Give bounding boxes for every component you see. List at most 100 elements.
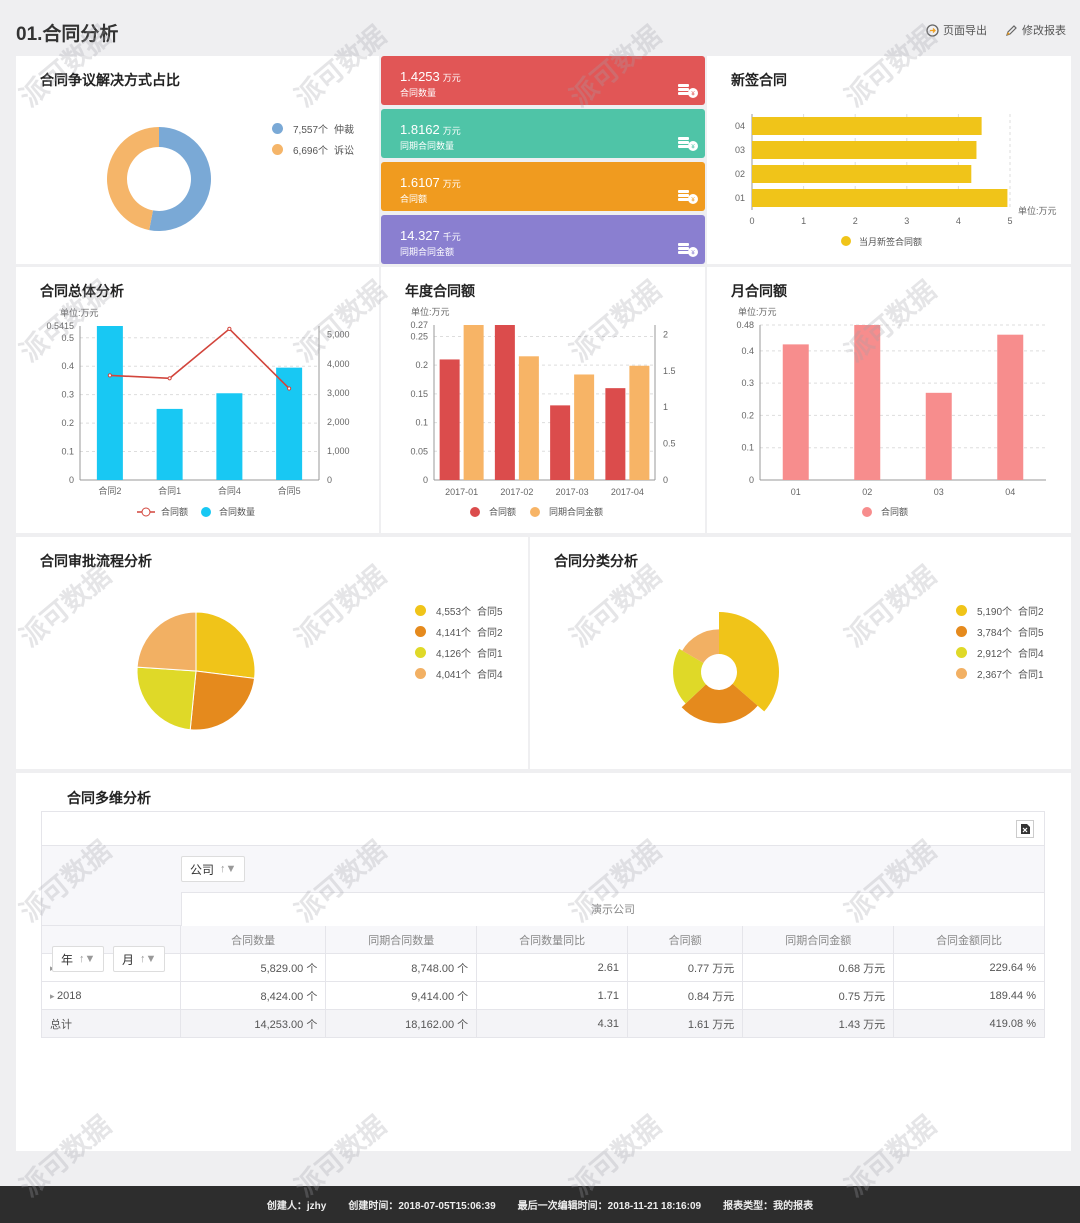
company-filter[interactable]: 公司 ↑▼ <box>181 856 246 882</box>
kpi-value: 1.8162 万元 <box>400 122 461 137</box>
legend-item[interactable]: 3,784个 合同5 <box>956 621 1044 642</box>
bar <box>752 117 982 135</box>
bar <box>574 374 595 480</box>
kpi-unit: 万元 <box>442 126 461 136</box>
company-header: 演示公司 <box>181 892 1044 926</box>
kpi-card: 1.6107 万元 合同额 ¥ <box>381 162 705 211</box>
legend-value: 2,912个 <box>977 649 1013 660</box>
legend-value: 4,553个 <box>436 607 472 618</box>
pivot-toolbar <box>41 811 1045 845</box>
column-header[interactable]: 合同额 <box>626 925 744 954</box>
export-excel-button[interactable] <box>1016 820 1034 838</box>
column-header[interactable]: 同期合同数量 <box>325 925 478 954</box>
yearly-bar-chart: 0 0.05 0.1 0.15 0.2 0.250.27 0 0.5 1 1.5 2 单位:万元 201… <box>410 306 676 517</box>
legend-item[interactable]: 2,367个 合同1 <box>956 663 1044 684</box>
y2-tick-label: 3,000 <box>327 388 350 398</box>
row-header[interactable]: ▸ 2018 <box>41 981 181 1010</box>
pie-slice <box>136 611 197 672</box>
table-cell: 0.68 万元 <box>742 953 895 982</box>
kpi-value: 14.327 千元 <box>400 228 461 243</box>
month-filter[interactable]: 月 ↑▼ <box>113 946 166 972</box>
legend-item[interactable]: 4,126个 合同1 <box>415 642 503 663</box>
y2-tick-label: 2,000 <box>327 417 350 427</box>
kpi-unit: 万元 <box>442 179 461 189</box>
x-tick-label: 5 <box>1007 216 1012 226</box>
kpi-unit: 万元 <box>442 73 461 83</box>
legend-label: 仲裁 <box>334 125 355 136</box>
legend-value: 4,141个 <box>436 628 472 639</box>
legend-swatch <box>862 507 872 517</box>
coin-stack-icon: ¥ <box>678 190 698 204</box>
y-tick-label: 0.1 <box>415 418 428 428</box>
legend-label: 合同2 <box>1018 607 1044 618</box>
table-cell: 1.71 <box>476 981 628 1010</box>
column-header[interactable]: 合同金额同比 <box>893 925 1045 954</box>
pie-slice <box>195 611 256 679</box>
month-filter-label: 月 <box>122 952 135 967</box>
legend-label: 合同4 <box>477 670 503 681</box>
bar <box>605 388 626 480</box>
new-contract-card: 新签合同 0 1 2 3 4 5 01 02 03 04 单位:万元 当月新签合同额 <box>707 56 1071 264</box>
coin-stack-icon: ¥ <box>678 243 698 257</box>
footer-type: 报表类型：我的报表 <box>723 1201 814 1212</box>
expand-caret-icon[interactable]: ▸ <box>50 990 58 1001</box>
pie-slice <box>136 666 197 731</box>
legend-item[interactable]: 7,557个 仲裁 <box>272 118 354 139</box>
legend-swatch <box>272 144 283 155</box>
y-top-label: 0.27 <box>410 320 428 330</box>
category-title: 合同分类分析 <box>554 553 638 569</box>
y-tick-label: 0.2 <box>415 360 428 370</box>
pivot-table-container: 公司 ↑▼ 演示公司 年 ↑▼ 月 ↑▼ 合同数量 同期合同数量 合同数量同比 合同额… <box>41 811 1045 1038</box>
legend-item[interactable]: 6,696个 诉讼 <box>272 139 354 160</box>
y-tick-label: 0.15 <box>410 389 428 399</box>
monthly-bar-chart: 0 0.1 0.2 0.3 0.4 0.48 单位:万元 01 02 03 04 合同额 <box>736 306 1046 517</box>
legend-line-marker <box>141 507 151 517</box>
legend-item[interactable]: 5,190个 合同2 <box>956 600 1044 621</box>
y-tick-label: 0.25 <box>410 331 428 341</box>
bar <box>752 189 1008 207</box>
table-cell: 8,748.00 个 <box>325 953 478 982</box>
export-page-button[interactable]: 页面导出 <box>926 22 987 38</box>
column-header[interactable]: 合同数量 <box>179 925 327 954</box>
legend-label: 合同5 <box>1018 628 1044 639</box>
y-top-label: 0.48 <box>736 320 754 330</box>
y-tick-label: 0.05 <box>410 446 428 456</box>
y-top-label: 0.5415 <box>46 321 74 331</box>
sort-filter-icon: ↑▼ <box>79 953 96 965</box>
bar <box>997 334 1024 480</box>
year-filter[interactable]: 年 ↑▼ <box>52 946 105 972</box>
row-label: 2018 <box>57 989 82 1002</box>
row-header: 总计 <box>41 1009 181 1038</box>
legend-item[interactable]: 4,041个 合同4 <box>415 663 503 684</box>
y2-tick-label: 0.5 <box>663 439 676 449</box>
legend-label: 合同2 <box>477 628 503 639</box>
table-cell: 0.77 万元 <box>626 953 744 982</box>
kpi-number: 1.6107 <box>400 175 440 190</box>
column-header[interactable]: 同期合同金额 <box>742 925 895 954</box>
y-tick-label: 01 <box>735 193 745 203</box>
table-cell: 419.08 % <box>893 1009 1045 1038</box>
legend-swatch <box>201 507 211 517</box>
legend-swatch <box>415 626 426 637</box>
legend-value: 4,126个 <box>436 649 472 660</box>
x-tick-label: 2017-04 <box>611 487 644 497</box>
column-header[interactable]: 合同数量同比 <box>476 925 628 954</box>
category-rose-chart <box>673 612 779 724</box>
monthly-card: 月合同额 0 0.1 0.2 0.3 0.4 0.48 单位:万元 01 02 03 04 合同额 <box>707 267 1071 533</box>
table-cell: 4.31 <box>476 1009 628 1038</box>
legend-item[interactable]: 4,553个 合同5 <box>415 600 503 621</box>
legend-item[interactable]: 4,141个 合同2 <box>415 621 503 642</box>
pivot-title: 合同多维分析 <box>67 790 151 806</box>
y-tick-label: 0.1 <box>741 443 754 453</box>
y2-tick-label: 1,000 <box>327 446 350 456</box>
y-tick-label: 04 <box>735 121 745 131</box>
table-row: ▸ 20175,829.00 个8,748.00 个2.610.77 万元0.6… <box>41 953 1045 982</box>
sort-filter-icon: ↑▼ <box>140 953 157 965</box>
x-tick-label: 01 <box>791 487 801 497</box>
table-cell: 8,424.00 个 <box>179 981 327 1010</box>
dispute-legend: 7,557个 仲裁 6,696个 诉讼 <box>272 118 354 160</box>
legend-item[interactable]: 2,912个 合同4 <box>956 642 1044 663</box>
edit-report-button[interactable]: 修改报表 <box>1005 22 1066 38</box>
